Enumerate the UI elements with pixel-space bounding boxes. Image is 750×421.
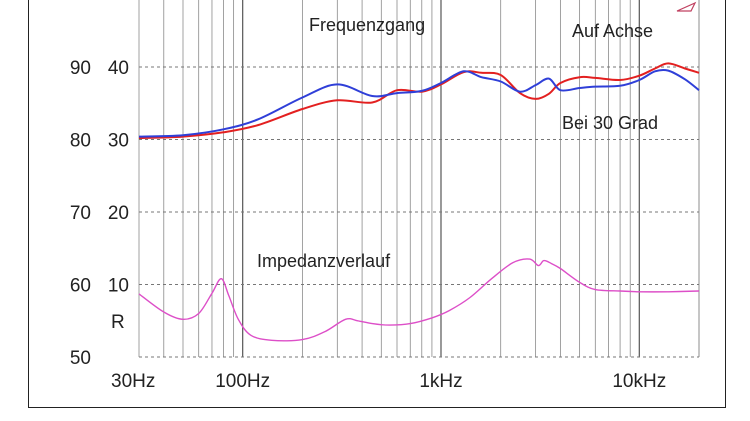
series-line-auf-achse bbox=[138, 62, 700, 139]
tick-labels: 50 60 10 70 20 80 30 90 40 30Hz 100Hz 1kHz 10kHz bbox=[70, 58, 666, 392]
annotation-auf-achse: Auf Achse bbox=[572, 21, 653, 41]
y-tick-ohm-30: 30 bbox=[108, 131, 129, 152]
y-tick-db-60: 60 bbox=[70, 276, 91, 297]
series-line-bei-30-grad bbox=[138, 68, 700, 138]
y-tick-ohm-10: 10 bbox=[108, 276, 129, 297]
y-tick-ohm-40: 40 bbox=[108, 58, 129, 79]
x-tick-10khz: 10kHz bbox=[612, 371, 666, 392]
y-tick-db-90: 90 bbox=[70, 58, 91, 79]
corner-mark-icon bbox=[676, 1, 697, 12]
series-line-impedanzverlauf bbox=[138, 258, 700, 342]
y-tick-db-50: 50 bbox=[70, 348, 91, 369]
y-tick-db-70: 70 bbox=[70, 203, 91, 224]
y-tick-db-80: 80 bbox=[70, 131, 91, 152]
annotation-impedanz: Impedanzverlauf bbox=[257, 251, 391, 271]
x-tick-1khz: 1kHz bbox=[419, 371, 462, 392]
chart-frame: 50 60 10 70 20 80 30 90 40 30Hz 100Hz 1kHz 10kHz Fre… bbox=[28, 0, 726, 408]
y-tick-ohm-20: 20 bbox=[108, 203, 129, 224]
frequency-response-chart: 50 60 10 70 20 80 30 90 40 30Hz 100Hz 1kHz 10kHz Fre… bbox=[70, 0, 700, 392]
annotation-frequenzgang: Frequenzgang bbox=[309, 15, 425, 35]
r-label: R bbox=[111, 312, 125, 333]
annotation-bei-30-grad: Bei 30 Grad bbox=[562, 113, 658, 133]
series-group bbox=[138, 62, 700, 342]
x-tick-100hz: 100Hz bbox=[215, 371, 270, 392]
grid bbox=[138, 0, 700, 358]
x-tick-30hz: 30Hz bbox=[111, 371, 155, 392]
